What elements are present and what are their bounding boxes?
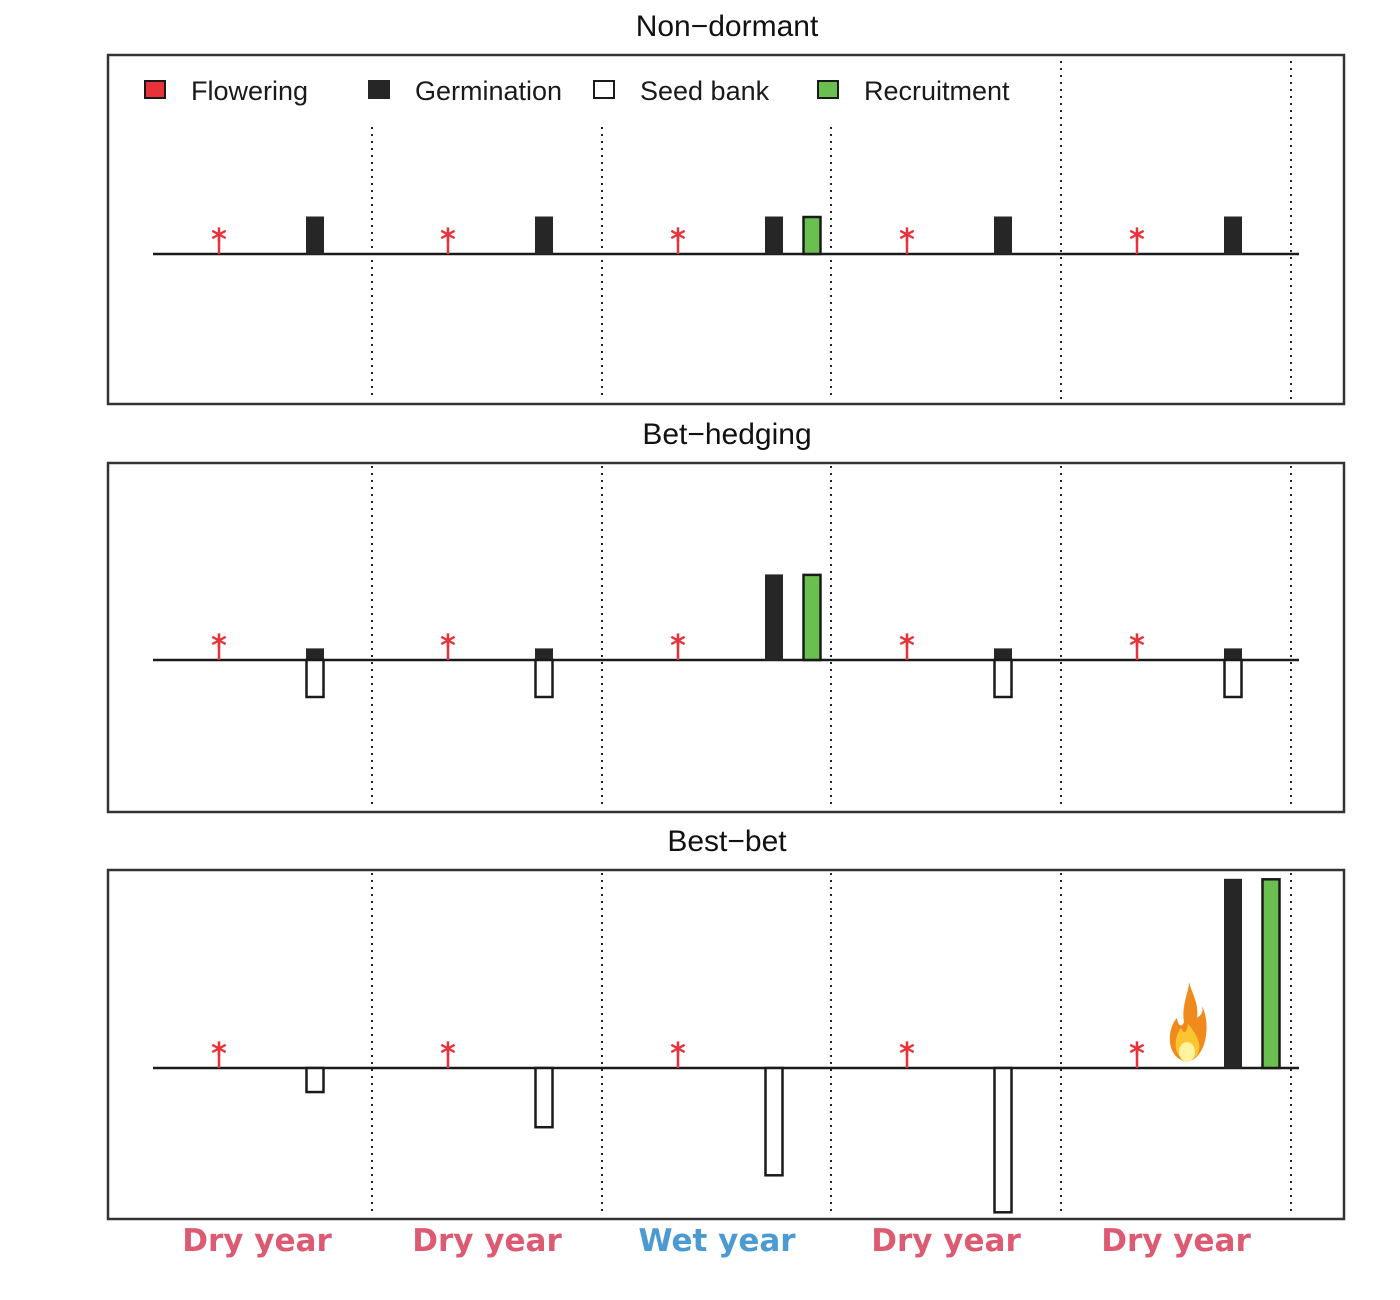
legend-swatch: [593, 80, 615, 99]
germination-bar: [306, 648, 324, 661]
seed-bank-bar: [534, 1066, 554, 1129]
panel-title: Best−bet: [667, 825, 787, 858]
seed-bank-bar: [305, 1066, 325, 1094]
germination-bar: [306, 216, 324, 255]
germination-bar: [1224, 878, 1242, 1069]
asterisk-stem-icon: *: [440, 629, 456, 664]
legend-label: Recruitment: [864, 76, 1010, 106]
legend-swatch: [368, 80, 390, 99]
germination-bar: [535, 216, 553, 255]
legend-item: Recruitment: [817, 76, 1010, 106]
panel-frame: [106, 461, 1346, 814]
asterisk-stem-icon: *: [1129, 629, 1145, 664]
flowering-asterisk: *: [1129, 223, 1145, 258]
legend-swatch: [144, 80, 166, 99]
flowering-asterisk: *: [899, 1037, 915, 1072]
germination-bar: [994, 216, 1012, 255]
panel-frame: [106, 53, 1346, 406]
legend-label: Flowering: [191, 76, 308, 106]
flowering-asterisk: *: [670, 629, 686, 664]
asterisk-stem-icon: *: [1129, 223, 1145, 258]
seed-bank-bar: [305, 658, 325, 699]
panel-2: Bet−hedging * * * * *: [106, 418, 1346, 814]
asterisk-stem-icon: *: [211, 1037, 227, 1072]
seed-bank-bar: [993, 1066, 1013, 1214]
legend-label: Germination: [415, 76, 562, 106]
panel-3: Best−bet * * * * *: [106, 825, 1346, 1221]
flowering-asterisk: *: [440, 629, 456, 664]
germination-bar: [1224, 216, 1242, 255]
germination-bar: [1224, 648, 1242, 661]
legend-swatch: [817, 80, 839, 99]
flowering-asterisk: *: [899, 223, 915, 258]
seed-bank-bar: [764, 1066, 784, 1177]
seed-bank-bar: [534, 658, 554, 699]
seed-bank-bar: [1223, 658, 1243, 699]
recruitment-bar: [802, 573, 822, 662]
flowering-asterisk: *: [1129, 629, 1145, 664]
asterisk-stem-icon: *: [440, 223, 456, 258]
legend-label: Seed bank: [640, 76, 770, 106]
asterisk-stem-icon: *: [1129, 1037, 1145, 1072]
fire-core: [1179, 1042, 1195, 1062]
asterisk-stem-icon: *: [899, 223, 915, 258]
legend-item: Seed bank: [593, 76, 770, 106]
panel-title: Non−dormant: [636, 10, 819, 43]
dry-year-label: Dry year: [182, 1223, 332, 1259]
germination-bar: [994, 648, 1012, 661]
flowering-asterisk: *: [211, 1037, 227, 1072]
flowering-asterisk: *: [211, 629, 227, 664]
asterisk-stem-icon: *: [670, 1037, 686, 1072]
germination-bar: [535, 648, 553, 661]
legend: Flowering Germination Seed bank Recruitment: [144, 76, 1010, 106]
legend-item: Flowering: [144, 76, 308, 106]
flowering-asterisk: *: [1129, 1037, 1145, 1072]
germination-bar: [765, 216, 783, 255]
asterisk-stem-icon: *: [211, 223, 227, 258]
flowering-asterisk: *: [670, 223, 686, 258]
asterisk-stem-icon: *: [899, 629, 915, 664]
recruitment-bar: [1261, 878, 1281, 1070]
flowering-asterisk: *: [670, 1037, 686, 1072]
asterisk-stem-icon: *: [899, 1037, 915, 1072]
panel-frame: [106, 868, 1346, 1221]
wet-year-label: Wet year: [638, 1223, 796, 1259]
recruitment-bar: [802, 215, 822, 256]
dry-year-label: Dry year: [412, 1223, 562, 1259]
asterisk-stem-icon: *: [440, 1037, 456, 1072]
flowering-asterisk: *: [899, 629, 915, 664]
panel-1: Non−dormant * * * * * Flowering Germination Seed…: [106, 10, 1346, 406]
asterisk-stem-icon: *: [211, 629, 227, 664]
germination-bar: [765, 574, 783, 661]
asterisk-stem-icon: *: [670, 223, 686, 258]
dry-year-label: Dry year: [871, 1223, 1021, 1259]
flowering-asterisk: *: [440, 1037, 456, 1072]
legend-item: Germination: [368, 76, 562, 106]
year-labels: Dry year Dry year Wet year Dry year Dry year: [182, 1223, 1251, 1259]
dry-year-label: Dry year: [1101, 1223, 1251, 1259]
fire-icon: [1169, 982, 1207, 1062]
flowering-asterisk: *: [440, 223, 456, 258]
flowering-asterisk: *: [211, 223, 227, 258]
seed-bank-bar: [993, 658, 1013, 699]
panel-title: Bet−hedging: [642, 418, 811, 451]
asterisk-stem-icon: *: [670, 629, 686, 664]
